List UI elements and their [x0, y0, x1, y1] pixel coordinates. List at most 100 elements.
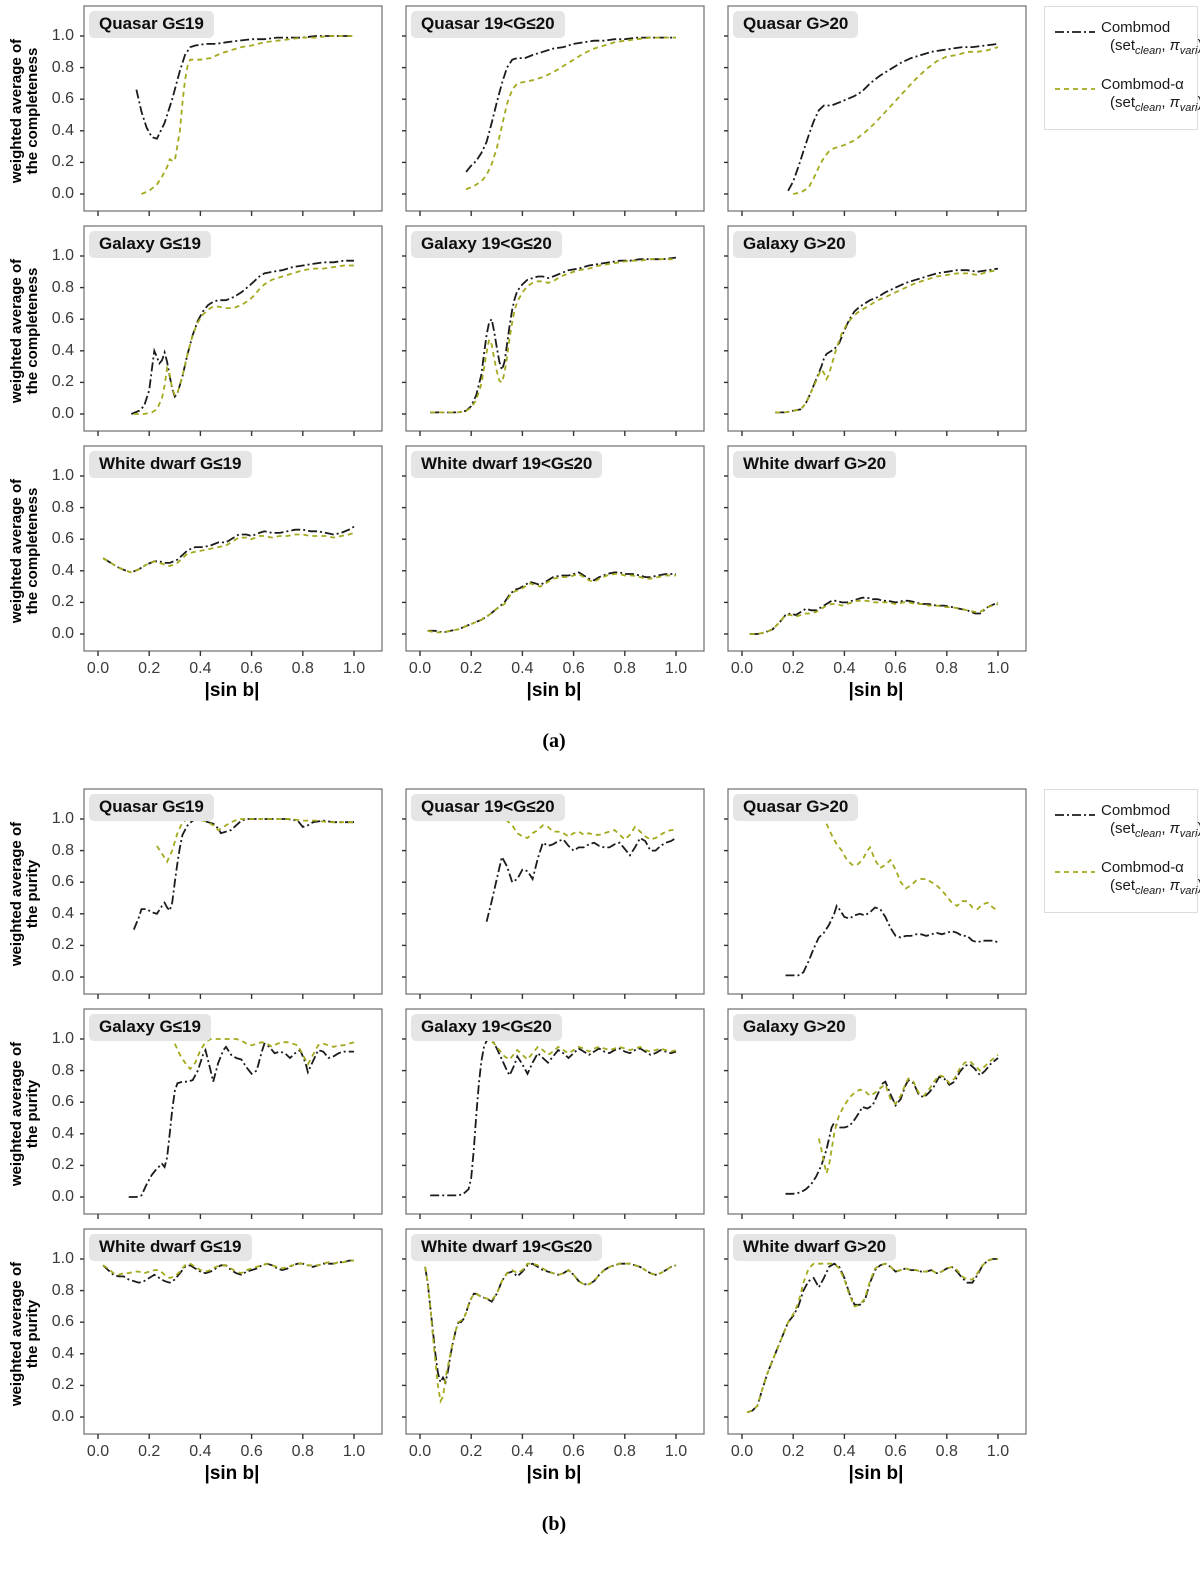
- plot-title: Galaxy G>20: [733, 231, 856, 258]
- legend-b: Combmod (setclean, πvari) Combmod-α (set…: [1044, 789, 1200, 913]
- y-axis-title: weighted average of the purity: [8, 821, 41, 967]
- y-tick-label: 0.0: [51, 968, 74, 985]
- y-tick-label: 0.2: [51, 593, 74, 611]
- chart-canvas: [724, 5, 1027, 216]
- x-tick-label: 0.0: [730, 660, 754, 677]
- x-tick-label: 0.4: [189, 660, 212, 677]
- plot-title: Quasar 19<G≤20: [411, 794, 565, 821]
- chart-canvas: [724, 1008, 1027, 1219]
- x-tick-label: 0.4: [511, 660, 534, 677]
- y-tick-label: 0.6: [51, 530, 74, 548]
- y-axis-title: weighted average of the completeness: [8, 478, 41, 624]
- plot-title: Quasar G≤19: [89, 11, 214, 38]
- figure: weighted average of the completeness Quasa…: [8, 4, 1200, 1536]
- legend-sublabel: (setclean, πvari): [1110, 877, 1200, 897]
- chart-canvas: [402, 225, 705, 436]
- legend-item-combmod: Combmod (setclean, πvari): [1053, 802, 1200, 843]
- x-tick-label: 0.6: [884, 660, 907, 677]
- legend-label: Combmod-α: [1101, 76, 1184, 93]
- plot-b-r1-c0: Galaxy G≤19 0.0 0.2 0.4 0.6 0.8 1.0: [52, 1007, 386, 1221]
- x-tick-label: 0.8: [935, 1443, 958, 1460]
- plot-title: Galaxy 19<G≤20: [411, 1014, 562, 1041]
- x-tick-label: 1.0: [664, 660, 688, 677]
- y-tick-label: 0.0: [51, 625, 74, 642]
- x-tick-label: 0.0: [408, 1443, 432, 1460]
- y-tick-label: 0.4: [51, 1344, 74, 1362]
- x-tick-label: 0.6: [562, 660, 585, 677]
- plot-b-r1-c2: Galaxy G>20: [722, 1007, 1030, 1221]
- y-tick-label: 0.8: [51, 841, 74, 859]
- x-tick-label: 0.8: [291, 660, 314, 677]
- plot-title: Galaxy G≤19: [89, 1014, 211, 1041]
- plot-a-r2-c1: White dwarf 19<G≤20 0.0 0.2 0.4 0.6 0.8 1.0 |si…: [400, 444, 708, 712]
- chart-row: weighted average of the completeness Galax…: [8, 224, 1200, 438]
- plot-a-r1-c0: Galaxy G≤19 0.0 0.2 0.4 0.6 0.8 1.0: [52, 224, 386, 438]
- plot-title: White dwarf 19<G≤20: [411, 1234, 603, 1261]
- x-axis-title: |sin b|: [526, 1463, 582, 1484]
- plot-a-r2-c0: White dwarf G≤19 0.0 0.2 0.4 0.6 0.8 1.0 0.0 0.2…: [52, 444, 386, 712]
- y-tick-label: 0.8: [51, 1061, 74, 1079]
- legend-label: Combmod: [1101, 802, 1171, 819]
- y-tick-label: 1.0: [51, 247, 74, 264]
- legend-item-combmod: Combmod (setclean, πvari): [1053, 19, 1200, 60]
- x-tick-label: 0.2: [460, 1443, 483, 1460]
- y-tick-label: 0.2: [51, 373, 74, 391]
- y-tick-label: 0.0: [51, 1408, 74, 1425]
- y-tick-label: 0.8: [51, 58, 74, 76]
- plot-title: Quasar G>20: [733, 794, 859, 821]
- x-tick-label: 0.0: [730, 1443, 754, 1460]
- x-tick-label: 0.4: [511, 1443, 534, 1460]
- y-tick-label: 0.6: [51, 873, 74, 891]
- x-tick-label: 0.2: [782, 660, 805, 677]
- x-tick-label: 0.4: [833, 660, 856, 677]
- legend-a: Combmod (setclean, πvari) Combmod-α (set…: [1044, 6, 1200, 130]
- x-axis-title: |sin b|: [848, 1463, 904, 1484]
- y-tick-label: 0.8: [51, 498, 74, 516]
- y-tick-label: 0.8: [51, 278, 74, 296]
- plot-a-r2-c2: White dwarf G>20 0.0 0.2 0.4 0.6 0.8 1.0 |sin b…: [722, 444, 1030, 712]
- panel-a: weighted average of the completeness Quasa…: [8, 4, 1200, 753]
- x-tick-label: 0.8: [613, 1443, 636, 1460]
- y-tick-label: 1.0: [51, 1250, 74, 1267]
- x-tick-label: 0.0: [86, 660, 110, 677]
- y-axis-title: weighted average of the completeness: [8, 258, 41, 404]
- x-tick-label: 0.6: [562, 1443, 585, 1460]
- chart-row: weighted average of the purity Quasar G≤19…: [8, 787, 1200, 1001]
- chart-canvas: [402, 1008, 705, 1219]
- plot-title: White dwarf G≤19: [89, 451, 252, 478]
- caption-a: (a): [542, 730, 566, 752]
- y-tick-label: 0.6: [51, 90, 74, 108]
- x-tick-label: 0.8: [613, 660, 636, 677]
- chart-canvas: [80, 788, 383, 999]
- plot-a-r0-c1: Quasar 19<G≤20: [400, 4, 708, 218]
- plot-title: Quasar G>20: [733, 11, 859, 38]
- x-tick-label: 0.4: [189, 1443, 212, 1460]
- x-axis-title: |sin b|: [526, 680, 582, 701]
- chart-canvas: [402, 5, 705, 216]
- plot-a-r0-c0: Quasar G≤19 0.0 0.2 0.4 0.6 0.8 1.0: [52, 4, 386, 218]
- x-tick-label: 0.2: [782, 1443, 805, 1460]
- y-tick-label: 1.0: [51, 1030, 74, 1047]
- chart-canvas: [80, 445, 383, 656]
- x-axis-title: |sin b|: [204, 680, 260, 701]
- y-tick-label: 0.4: [51, 561, 74, 579]
- plot-title: White dwarf G≤19: [89, 1234, 252, 1261]
- chart-row: weighted average of the completeness White…: [8, 444, 1200, 712]
- plot-title: White dwarf G>20: [733, 451, 897, 478]
- chart-canvas: [724, 445, 1027, 656]
- y-tick-label: 0.4: [51, 341, 74, 359]
- plot-a-r0-c2: Quasar G>20: [722, 4, 1030, 218]
- plot-title: Galaxy G>20: [733, 1014, 856, 1041]
- x-tick-label: 0.8: [935, 660, 958, 677]
- y-axis-title: weighted average of the purity: [8, 1041, 41, 1187]
- panel-b: weighted average of the purity Quasar G≤19…: [8, 787, 1200, 1536]
- plot-title: Galaxy G≤19: [89, 231, 211, 258]
- plot-b-r2-c1: White dwarf 19<G≤20 0.0 0.2 0.4 0.6 0.8 1.0 |si…: [400, 1227, 708, 1495]
- x-tick-label: 0.6: [240, 660, 263, 677]
- chart-canvas: [402, 445, 705, 656]
- chart-canvas: [80, 1008, 383, 1219]
- legend-label: Combmod-α: [1101, 859, 1184, 876]
- plot-title: White dwarf 19<G≤20: [411, 451, 603, 478]
- y-tick-label: 0.6: [51, 1313, 74, 1331]
- y-tick-label: 1.0: [51, 467, 74, 484]
